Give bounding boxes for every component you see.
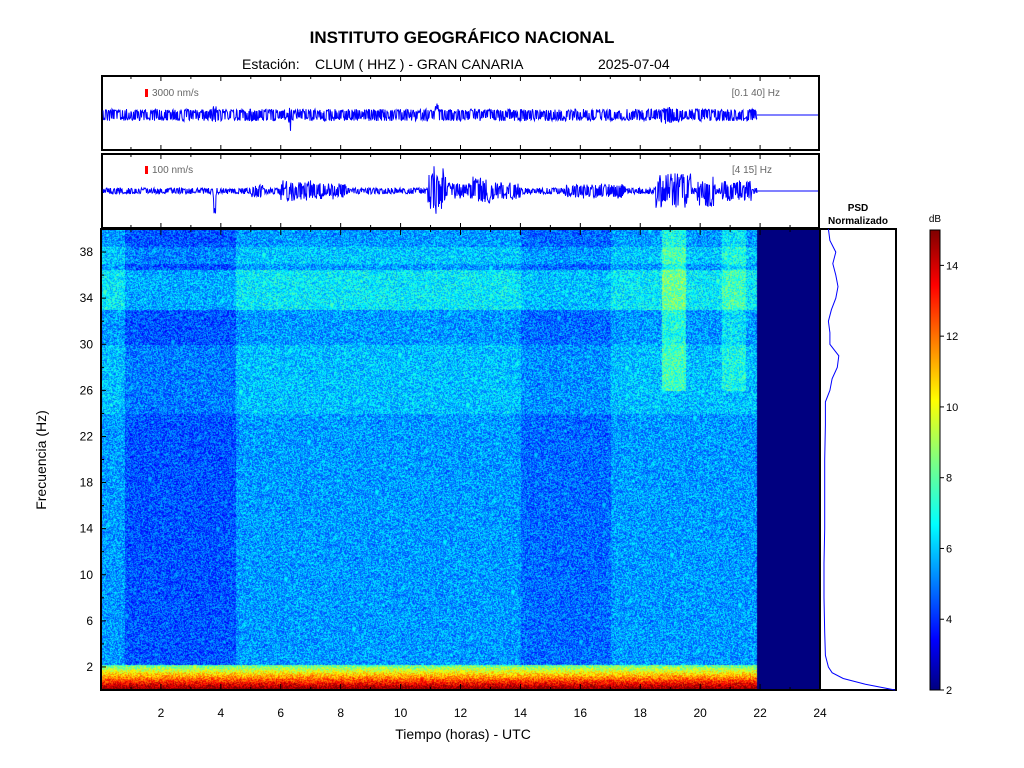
x-axis-label: Tiempo (horas) - UTC xyxy=(395,726,531,742)
station-value: CLUM ( HHZ ) - GRAN CANARIA xyxy=(315,56,524,72)
trace-ticks xyxy=(130,76,791,150)
scale-bar xyxy=(145,89,148,97)
x-tick-label: 2 xyxy=(158,706,165,720)
x-tick-label: 12 xyxy=(454,706,468,720)
trace-scale-label: 3000 nm/s xyxy=(152,88,199,99)
trace-waveform xyxy=(102,103,758,131)
x-axis: 2 4 6 8 10 12 14 16 18 20 22 24 xyxy=(130,229,827,720)
psd-subtitle: Normalizado xyxy=(828,216,888,227)
colorbar: dB 2 4 6 8 10 12 14 xyxy=(929,214,958,697)
trace-filter-label: [0.1 40] Hz xyxy=(732,88,780,99)
y-tick-label: 6 xyxy=(86,614,93,628)
psd-panel: PSD Normalizado xyxy=(819,203,897,691)
y-tick-label: 30 xyxy=(80,337,94,351)
trace-filter-label: [4 15] Hz xyxy=(732,165,772,176)
y-tick-label: 38 xyxy=(80,245,94,259)
x-tick-label: 18 xyxy=(634,706,648,720)
x-tick-label: 4 xyxy=(217,706,224,720)
colorbar-gradient xyxy=(929,229,941,691)
trace-panel-broadband: 3000 nm/s [0.1 40] Hz xyxy=(101,75,820,151)
trace-panel-filtered: 100 nm/s [4 15] Hz xyxy=(101,153,820,229)
colorbar-tick-label: 8 xyxy=(946,473,952,485)
psd-curve xyxy=(823,228,896,691)
psd-title: PSD xyxy=(848,203,869,214)
colorbar-tick-label: 12 xyxy=(946,331,958,343)
colorbar-tick-label: 10 xyxy=(946,402,958,414)
spectrogram-canvas xyxy=(101,229,820,690)
x-tick-label: 16 xyxy=(574,706,588,720)
trace-scale-label: 100 nm/s xyxy=(152,165,193,176)
station-label: Estación: xyxy=(242,56,300,72)
x-tick-label: 20 xyxy=(693,706,707,720)
x-tick-label: 8 xyxy=(337,706,344,720)
trace-waveform xyxy=(102,166,758,214)
x-tick-label: 14 xyxy=(514,706,528,720)
colorbar-ticks: 2 4 6 8 10 12 14 xyxy=(940,260,958,697)
y-tick-label: 34 xyxy=(80,291,94,305)
colorbar-tick-label: 2 xyxy=(946,685,952,697)
y-tick-label: 26 xyxy=(80,383,94,397)
page-title: INSTITUTO GEOGRÁFICO NACIONAL xyxy=(309,28,615,47)
scale-bar xyxy=(145,166,148,174)
x-tick-label: 6 xyxy=(277,706,284,720)
y-tick-label: 2 xyxy=(86,660,93,674)
colorbar-tick-label: 14 xyxy=(946,260,958,272)
colorbar-tick-label: 6 xyxy=(946,543,952,555)
x-tick-label: 24 xyxy=(813,706,827,720)
x-tick-label: 10 xyxy=(394,706,408,720)
y-tick-label: 14 xyxy=(80,522,94,536)
date-label: 2025-07-04 xyxy=(598,56,670,72)
psd-frame xyxy=(819,228,897,691)
trace-ticks xyxy=(130,154,791,228)
y-tick-label: 10 xyxy=(80,568,94,582)
y-tick-label: 18 xyxy=(80,476,94,490)
colorbar-tick-label: 4 xyxy=(946,614,952,626)
colorbar-unit: dB xyxy=(929,214,942,225)
spectrogram: 2 4 6 8 10 12 14 16 18 20 22 24 261014182226303438 … xyxy=(33,228,827,742)
y-tick-label: 22 xyxy=(80,429,94,443)
y-axis-label: Frecuencia (Hz) xyxy=(33,410,49,510)
x-tick-label: 22 xyxy=(753,706,767,720)
